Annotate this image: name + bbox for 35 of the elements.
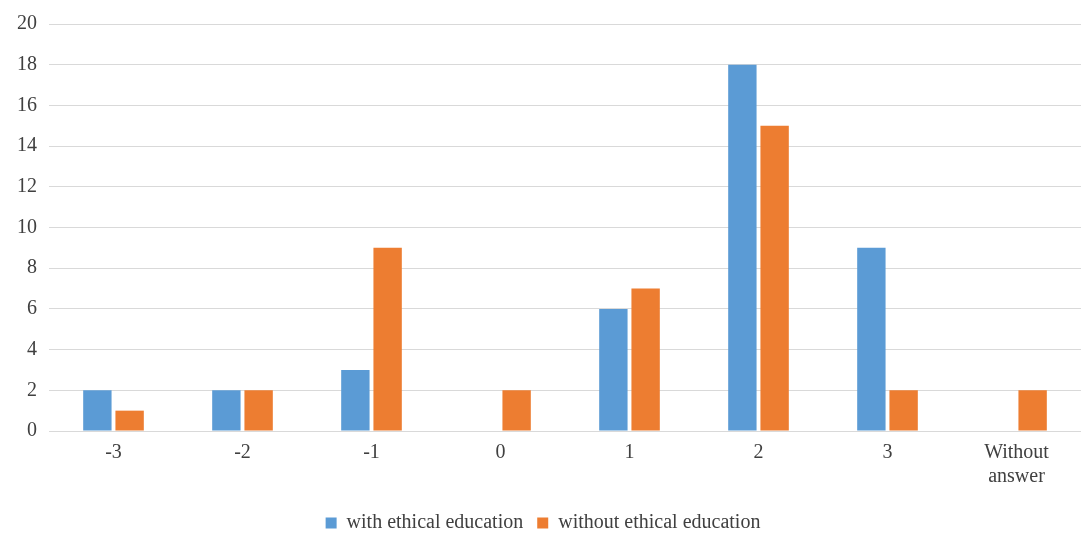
y-tick-label: 2 [27,377,37,400]
x-tick-label: 0 [495,440,506,463]
legend-label: without ethical education [558,510,761,533]
bar [502,390,531,431]
bar [599,308,628,431]
x-tick-label: 3 [882,440,893,463]
x-tick-label: -1 [363,440,380,463]
bar [631,288,660,431]
bar [244,390,273,431]
bar [857,247,886,431]
y-tick-label: 10 [17,214,37,237]
bar [212,390,241,431]
y-tick-label: 16 [17,92,37,115]
y-tick-label: 0 [27,418,37,441]
x-tick-label: -3 [105,440,122,463]
bar [83,390,112,431]
bar [373,247,402,431]
bar [1018,390,1047,431]
y-tick-label: 6 [27,296,37,319]
x-tick-label: 1 [624,440,635,463]
legend-label: with ethical education [346,510,524,533]
bar [889,390,918,431]
bar [760,125,789,431]
bar [115,410,144,431]
y-tick-label: 12 [17,174,37,197]
x-tick-label: -2 [234,440,251,463]
y-tick-label: 4 [27,336,37,359]
y-tick-label: 8 [27,255,37,278]
x-tick-label: Without answer [984,440,1050,487]
bar [341,369,370,431]
y-tick-label: 20 [17,11,37,34]
y-tick-label: 18 [17,51,37,74]
y-tick-label: 14 [17,133,37,156]
x-tick-label: 2 [753,440,764,463]
bar [728,64,757,431]
